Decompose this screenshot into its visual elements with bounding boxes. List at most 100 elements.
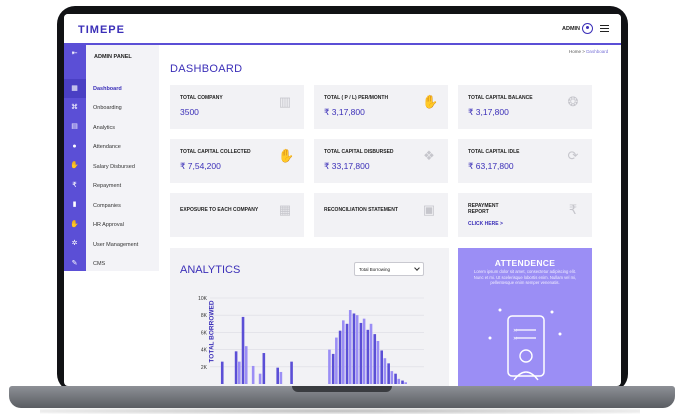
breadcrumb: Home > Dashboard	[569, 49, 608, 54]
chart-bar[interactable]	[355, 315, 359, 384]
chart-bar[interactable]	[373, 334, 377, 384]
chart-bar[interactable]	[394, 373, 397, 384]
chart-bar[interactable]	[234, 351, 238, 384]
svg-text:✕: ✕	[513, 336, 517, 342]
chart-bar[interactable]	[369, 323, 373, 384]
card-total-company[interactable]: TOTAL COMPANY 3500 ▥	[170, 85, 304, 129]
chart-bar[interactable]	[328, 349, 331, 384]
chart-bar[interactable]	[359, 322, 363, 384]
sidebar-item-salary-disbursed[interactable]: Salary Disbursed	[93, 164, 135, 170]
hand-money-icon: ✋	[278, 148, 295, 163]
card-total-capital-collected[interactable]: TOTAL CAPITAL COLLECTED ₹ 7,54,200 ✋	[170, 139, 304, 183]
chart-y-tick-label: 8K	[201, 313, 208, 319]
edit-icon[interactable]: ✎	[71, 260, 78, 267]
sidebar-icon-rail: ⇤ ▦ ⌘ ▤ ● ✋ ₹ ▮ ✋ ✲ ✎	[64, 45, 86, 271]
chart-bar[interactable]	[338, 330, 342, 384]
chart-bar[interactable]	[348, 310, 352, 384]
user-icon[interactable]	[582, 23, 593, 34]
chart-bar[interactable]	[220, 361, 224, 384]
card-value: ₹ 7,54,200	[180, 161, 221, 171]
card-total-capital-balance[interactable]: TOTAL CAPITAL BALANCE ₹ 3,17,800 ❂	[458, 85, 592, 129]
page-title: DASHBOARD	[170, 63, 243, 75]
gear-icon[interactable]: ✲	[71, 240, 78, 247]
chart-y-tick-label: 6K	[201, 330, 208, 336]
analytics-title: ANALYTICS	[180, 264, 241, 276]
card-exposure-to-each-company[interactable]: EXPOSURE TO EACH COMPANY ▦	[170, 193, 304, 237]
laptop-notch	[292, 386, 392, 392]
chart-bar[interactable]	[241, 316, 245, 384]
collapse-sidebar-icon[interactable]: ⇤	[71, 50, 78, 57]
card-repayment-report[interactable]: REPAYMENT REPORT CLICK HERE > ₹	[458, 193, 592, 237]
money-bag-icon: ❂	[567, 94, 579, 109]
chart-bar[interactable]	[401, 380, 404, 384]
analytics-panel: ANALYTICS Total Borrowing TOTAL BORROWED…	[170, 248, 449, 386]
chart-bar[interactable]	[251, 365, 255, 384]
chart-bar[interactable]	[276, 367, 279, 384]
breadcrumb-home[interactable]: Home	[569, 49, 582, 54]
chart-bar[interactable]	[342, 320, 345, 384]
chart-bar[interactable]	[262, 353, 266, 384]
sidebar-item-dashboard[interactable]: Dashboard	[93, 86, 122, 92]
chart-bar[interactable]	[290, 361, 293, 384]
chart-bar[interactable]	[258, 373, 262, 384]
card-total-pl-per-month[interactable]: TOTAL ( P / L) PER/MONTH ₹ 3,17,800 ✋	[314, 85, 448, 129]
sidebar-item-onboarding[interactable]: Onboarding	[93, 105, 122, 111]
click-here-link[interactable]: CLICK HERE >	[468, 221, 503, 227]
chart-bar[interactable]	[376, 341, 380, 384]
chart-bar[interactable]	[390, 371, 394, 384]
chart-bar[interactable]	[244, 346, 248, 384]
chart-bar[interactable]	[345, 323, 349, 384]
laptop-shadow	[40, 408, 640, 414]
document-icon[interactable]: ▮	[72, 201, 77, 208]
sidebar-item-user-management[interactable]: User Management	[93, 242, 139, 248]
borrowing-bar-chart: 10K 8K 6K 4K 2K	[198, 296, 424, 384]
sidebar-item-repayment[interactable]: Repayment	[93, 183, 122, 189]
card-label: TOTAL CAPITAL DISBURSED	[324, 149, 394, 155]
chart-bar[interactable]	[362, 318, 366, 384]
card-label: REPAYMENT REPORT	[468, 203, 499, 215]
chart-bar[interactable]	[387, 363, 390, 384]
person-icon[interactable]: ●	[72, 143, 77, 150]
chart-bar[interactable]	[380, 350, 383, 384]
rupee-icon[interactable]: ₹	[72, 182, 77, 189]
money-hand-icon[interactable]: ✋	[70, 162, 79, 169]
coins-icon: ❖	[423, 148, 435, 163]
sidebar-item-cms[interactable]: CMS	[93, 261, 106, 267]
card-value: 3500	[180, 107, 199, 117]
chart-bar[interactable]	[397, 378, 401, 384]
chart-bar[interactable]	[366, 329, 370, 384]
grid-icon[interactable]: ▦	[71, 85, 78, 92]
sidebar-item-analytics[interactable]: Analytics	[93, 125, 116, 131]
metric-select[interactable]: Total Borrowing	[354, 262, 424, 276]
breadcrumb-separator: >	[582, 49, 585, 54]
laptop-screen: TIMEPE ADMIN ⇤ ▦ ⌘ ▤ ● ✋ ₹ ▮ ✋ ✲ ✎ ADMIN…	[64, 14, 621, 386]
chart-bar[interactable]	[331, 353, 335, 384]
chart-bar[interactable]	[335, 337, 338, 384]
svg-text:✕: ✕	[513, 328, 517, 334]
sidebar-item-hr-approval[interactable]: HR Approval	[93, 222, 124, 228]
chart-bar[interactable]	[352, 313, 356, 384]
chart-bar[interactable]	[383, 358, 387, 384]
chart-bar[interactable]	[238, 361, 241, 384]
attendance-illustration: ✕ ✕	[488, 308, 562, 381]
app-logo[interactable]: TIMEPE	[78, 24, 125, 36]
sidebar-item-companies[interactable]: Companies	[93, 203, 121, 209]
chart-icon[interactable]: ▤	[71, 123, 78, 130]
attendance-panel[interactable]: ATTENDENCE Lorem ipsum dolor sit amet, c…	[458, 248, 592, 386]
chart-y-tick-label: 2K	[201, 365, 208, 371]
card-total-capital-disbursed[interactable]: TOTAL CAPITAL DISBURSED ₹ 33,17,800 ❖	[314, 139, 448, 183]
card-label: RECONCILIATION STATEMENT	[324, 207, 398, 213]
breadcrumb-current: Dashboard	[586, 49, 609, 54]
attendance-description: Lorem ipsum dolor sit amet, consectetur …	[473, 269, 577, 285]
top-bar: TIMEPE ADMIN	[64, 14, 621, 45]
chart-bar[interactable]	[279, 371, 283, 384]
hamburger-menu-icon[interactable]	[600, 25, 609, 32]
handshake-icon[interactable]: ⌘	[71, 104, 78, 111]
card-total-capital-idle[interactable]: TOTAL CAPITAL IDLE ₹ 63,17,800 ⟳	[458, 139, 592, 183]
metric-select-value: Total Borrowing	[359, 267, 391, 272]
card-reconciliation-statement[interactable]: RECONCILIATION STATEMENT ▣	[314, 193, 448, 237]
sidebar-item-attendance[interactable]: Attendance	[93, 144, 121, 150]
hand-icon[interactable]: ✋	[70, 221, 79, 228]
chart-bar[interactable]	[404, 382, 407, 384]
sidebar: ADMIN PANEL Dashboard Onboarding Analyti…	[86, 45, 159, 271]
